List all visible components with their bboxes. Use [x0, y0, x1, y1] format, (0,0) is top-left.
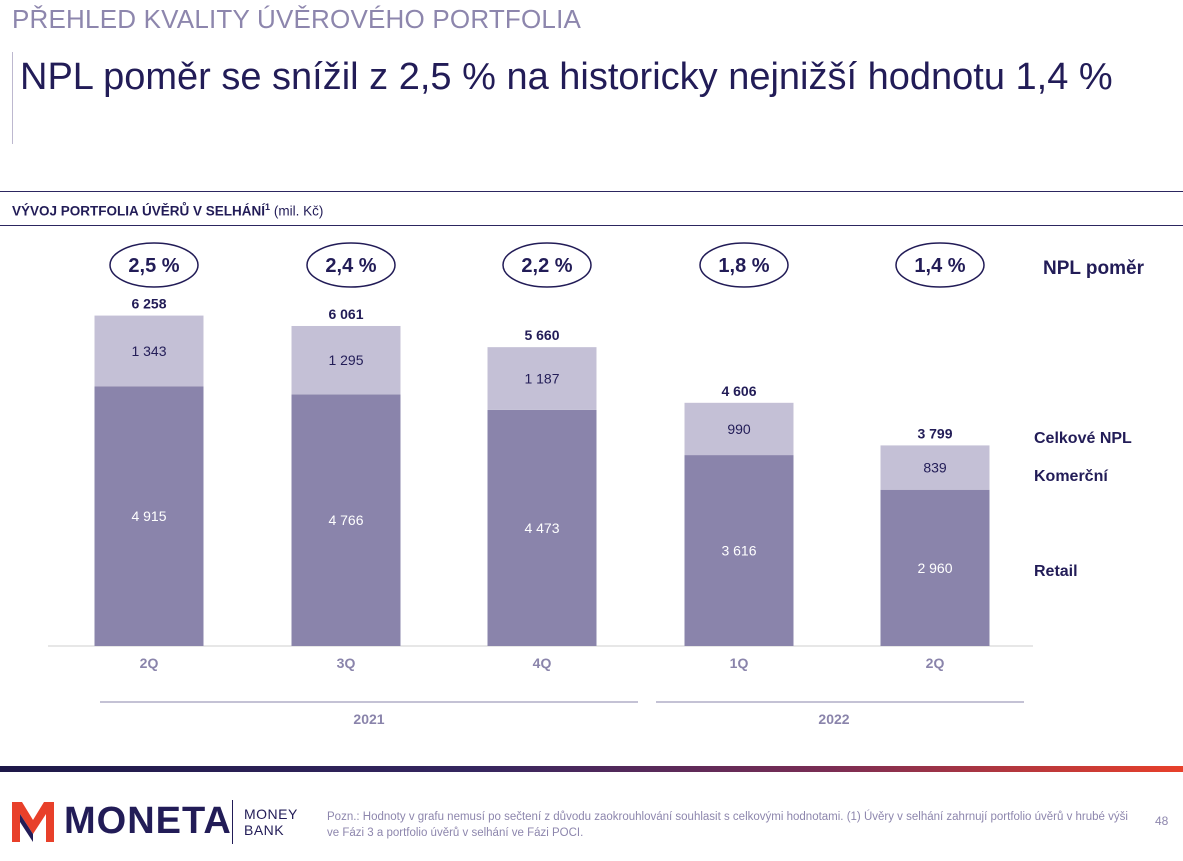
bar-commercial	[880, 445, 990, 490]
chart-top-rule	[0, 191, 1183, 192]
legend-retail: Retail	[1034, 563, 1078, 580]
data-label-total: 5 660	[524, 327, 559, 343]
moneta-logo-icon	[12, 802, 54, 842]
page-number: 48	[1155, 814, 1169, 828]
bar-retail	[487, 409, 597, 646]
logo-divider	[232, 800, 233, 844]
chart-title-main: VÝVOJ PORTFOLIA ÚVĚRŮ V SELHÁNÍ	[12, 203, 266, 219]
legend-total-npl: Celkové NPL	[1034, 430, 1132, 447]
data-label-retail: 2 960	[917, 560, 952, 576]
data-label-commercial: 839	[923, 460, 947, 476]
logo-sub-line-1: MONEY	[244, 806, 298, 822]
npl-ratio-label: 1,8 %	[718, 255, 769, 277]
legend-npl-ratio: NPL poměr	[1043, 258, 1145, 279]
data-label-retail: 4 473	[524, 520, 559, 536]
chart-title-rule	[0, 225, 1183, 226]
npl-stacked-bar-chart: 4 915 1 343 6 258 2Q 2,5 % 4 766 1 295 6 061 3Q 2…	[48, 242, 1033, 727]
data-label-retail: 3 616	[721, 543, 756, 559]
x-tick-label: 2Q	[926, 655, 945, 671]
logo-sub-line-2: BANK	[244, 822, 285, 838]
footnote: Pozn.: Hodnoty v grafu nemusí po sečtení…	[327, 811, 1128, 839]
legend-commercial: Komerční	[1034, 468, 1108, 485]
npl-ratio-label: 2,4 %	[325, 255, 376, 277]
data-label-total: 6 258	[131, 296, 166, 312]
moneta-logo-text: MONETA	[64, 800, 232, 842]
money-bank-label: MONEY BANK	[244, 806, 298, 838]
year-group-label: 2022	[818, 711, 849, 727]
bar-retail	[880, 489, 990, 646]
data-label-total: 4 606	[721, 383, 756, 399]
data-label-total: 3 799	[917, 425, 952, 441]
data-label-commercial: 1 295	[328, 352, 363, 368]
npl-ratio-ellipse	[502, 242, 592, 288]
x-tick-label: 3Q	[337, 655, 356, 671]
npl-ratio-ellipse	[306, 242, 396, 288]
bar-commercial	[684, 402, 794, 456]
chart-title-unit: (mil. Kč)	[273, 203, 324, 219]
npl-ratio-label: 2,2 %	[521, 255, 572, 277]
section-label: PŘEHLED KVALITY ÚVĚROVÉHO PORTFOLIA	[12, 4, 582, 34]
x-tick-label: 1Q	[730, 655, 749, 671]
year-group-label: 2021	[353, 711, 384, 727]
data-label-retail: 4 766	[328, 512, 363, 528]
bar-retail	[684, 455, 794, 646]
data-label-commercial: 990	[727, 421, 751, 437]
bar-retail	[94, 386, 204, 646]
footer-gradient-bar	[0, 766, 1183, 772]
chart-title-footnote-ref: 1	[265, 202, 271, 212]
data-label-commercial: 1 187	[524, 370, 559, 386]
bar-commercial	[94, 315, 204, 387]
npl-ratio-ellipse	[699, 242, 789, 288]
x-tick-label: 2Q	[140, 655, 159, 671]
data-label-retail: 4 915	[131, 508, 166, 524]
npl-ratio-ellipse	[895, 242, 985, 288]
data-label-commercial: 1 343	[131, 343, 166, 359]
npl-ratio-label: 2,5 %	[128, 255, 179, 277]
page-title: NPL poměr se snížil z 2,5 % na historick…	[20, 56, 1113, 98]
bar-retail	[291, 394, 401, 646]
accent-divider	[12, 52, 13, 144]
bar-commercial	[487, 347, 597, 410]
chart-title: VÝVOJ PORTFOLIA ÚVĚRŮ V SELHÁNÍ1 (mil. K…	[12, 202, 323, 219]
bar-commercial	[291, 325, 401, 395]
data-label-total: 6 061	[328, 306, 363, 322]
x-tick-label: 4Q	[533, 655, 552, 671]
npl-ratio-label: 1,4 %	[914, 255, 965, 277]
npl-ratio-ellipse	[109, 242, 199, 288]
